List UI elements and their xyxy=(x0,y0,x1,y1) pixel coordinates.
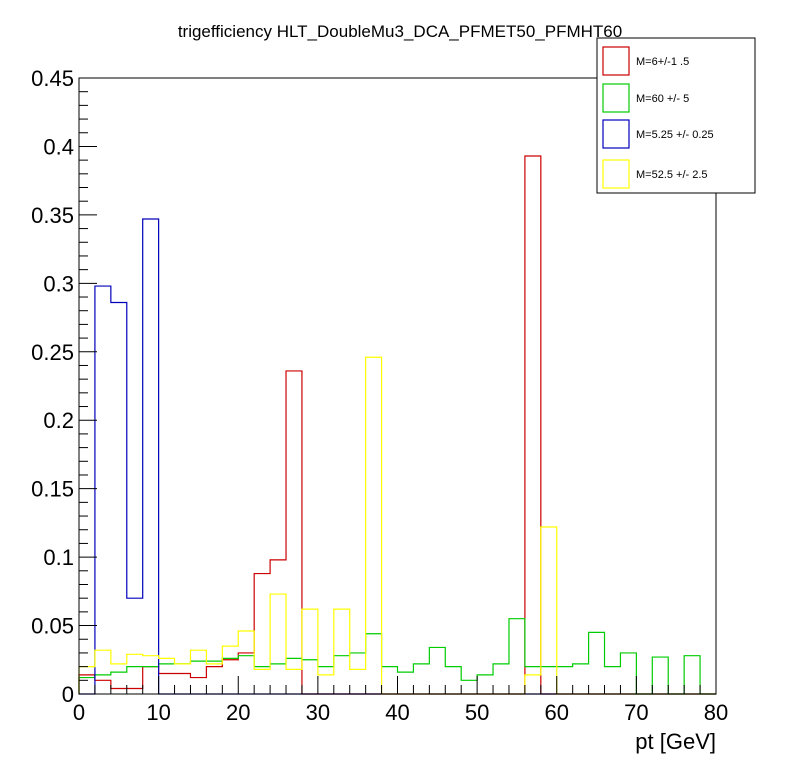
x-tick-label: 50 xyxy=(465,700,489,725)
x-axis-label: pt [GeV] xyxy=(635,729,716,754)
y-tick-label: 0.2 xyxy=(43,408,74,433)
x-tick-label: 70 xyxy=(624,700,648,725)
y-tick-label: 0.3 xyxy=(43,271,74,296)
legend-label: M=60 +/- 5 xyxy=(636,93,689,105)
x-tick-label: 40 xyxy=(385,700,409,725)
x-tick-label: 20 xyxy=(226,700,250,725)
y-tick-label: 0.15 xyxy=(31,477,74,502)
y-tick-label: 0.4 xyxy=(43,134,74,159)
y-tick-label: 0.05 xyxy=(31,614,74,639)
x-tick-label: 0 xyxy=(73,700,85,725)
legend-label: M=52.5 +/- 2.5 xyxy=(636,169,708,181)
legend-swatch xyxy=(602,46,630,76)
x-tick-label: 30 xyxy=(306,700,330,725)
x-tick-label: 60 xyxy=(545,700,569,725)
legend-box xyxy=(596,37,756,194)
axes-layer: 0 10 20 30 40 50 60 70 80 0 0.05 0.1 0.15 0.2 0.25 0.3 0… xyxy=(31,66,728,725)
legend-label: M=5.25 +/- 0.25 xyxy=(636,129,714,141)
legend-swatch xyxy=(602,119,630,149)
legend-swatch xyxy=(602,159,630,189)
x-tick-label: 10 xyxy=(146,700,170,725)
legend: M=6+/-1 .5 M=60 +/- 5 M=5.25 +/- 0.25 M=52.… xyxy=(596,37,756,194)
y-tick-label: 0.25 xyxy=(31,340,74,365)
y-tick-label: 0 xyxy=(62,682,74,707)
x-tick-label: 80 xyxy=(704,700,728,725)
y-tick-label: 0.45 xyxy=(31,66,74,91)
series-line-4 xyxy=(78,356,716,695)
legend-swatch xyxy=(602,83,630,113)
y-tick-label: 0.1 xyxy=(43,545,74,570)
y-tick-label: 0.35 xyxy=(31,203,74,228)
chart-title: trigefficiency HLT_DoubleMu3_DCA_PFMET50… xyxy=(178,22,622,41)
legend-label: M=6+/-1 .5 xyxy=(636,56,689,68)
